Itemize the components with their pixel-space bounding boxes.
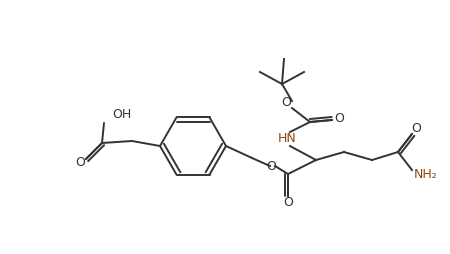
Text: O: O xyxy=(411,121,421,135)
Text: OH: OH xyxy=(112,108,131,121)
Text: HN: HN xyxy=(278,132,297,145)
Text: O: O xyxy=(283,197,293,210)
Text: NH₂: NH₂ xyxy=(414,167,438,181)
Text: O: O xyxy=(281,97,291,109)
Text: O: O xyxy=(334,113,344,125)
Text: O: O xyxy=(266,161,276,173)
Text: O: O xyxy=(75,156,85,169)
